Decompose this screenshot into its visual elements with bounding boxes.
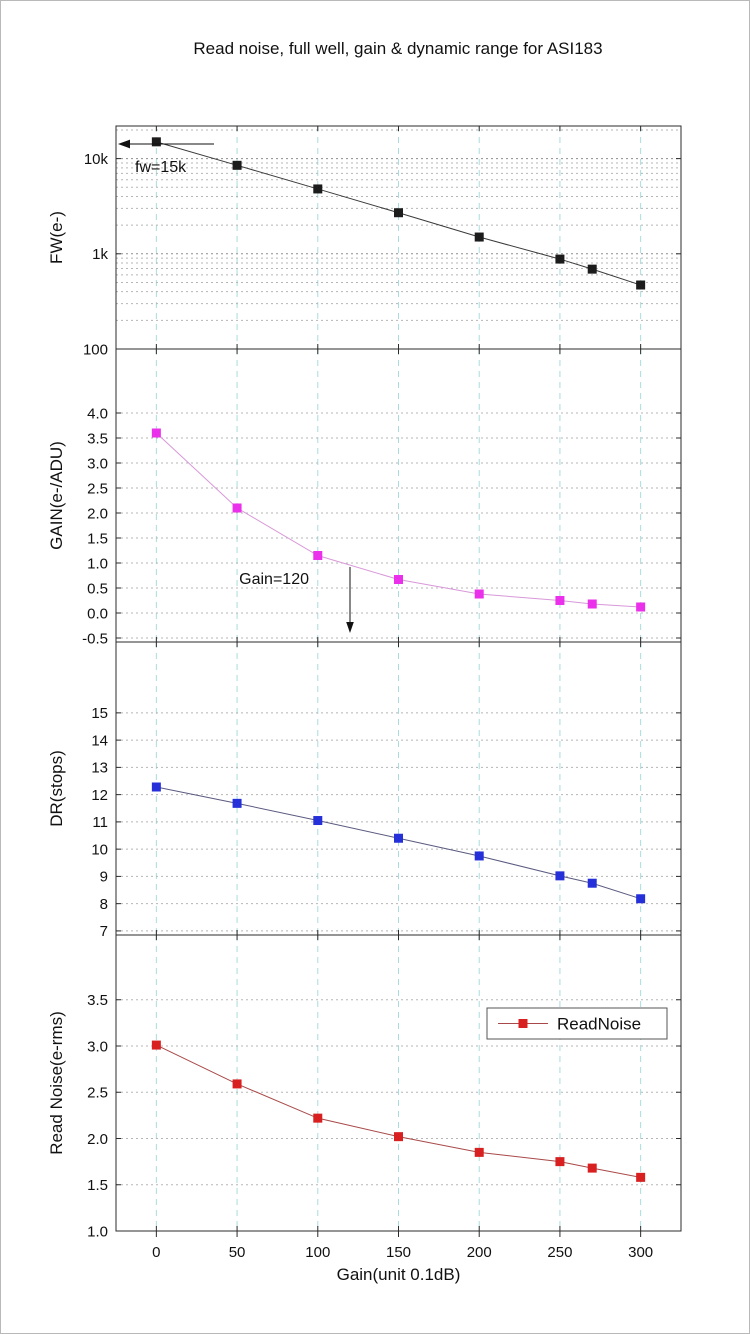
panel-read-noise: 0 50 100 150 200 250 300 1.0 1.5 2.0 2.5 3.0 3.5 Read… [47,934,682,1261]
panel-dynamic-range: 7 8 9 10 11 12 13 14 15 DR(stops) [47,641,682,940]
y-tick-label: 14 [91,732,108,749]
legend-marker [518,1019,528,1028]
legend-label: ReadNoise [557,1014,641,1033]
x-tick-label: 300 [628,1244,653,1261]
read-noise-marker [151,1040,161,1050]
x-tick-label: 250 [547,1244,572,1261]
y-tick-label: 1.5 [87,1177,108,1194]
gain-marker [151,428,161,438]
panel-gain: -0.5 0.0 0.5 1.0 1.5 2.0 2.5 3.0 3.5 4.0 GAIN(e-/A… [47,348,682,647]
full-well-marker [587,264,597,274]
y-tick-label: 10 [91,841,108,858]
full-well-marker [313,184,323,194]
x-tick-label: 0 [152,1244,160,1261]
read-noise-marker [313,1113,323,1123]
dynamic-range-marker [313,816,323,826]
y-tick-label: 1.0 [87,1223,108,1240]
y-tick-label: 1k [92,246,108,263]
y-tick-label: 0.5 [87,580,108,597]
annotation-gain: Gain=120 [239,571,309,588]
read-noise-marker [394,1132,403,1142]
dynamic-range-marker [587,878,597,888]
x-tick-label: 200 [467,1244,492,1261]
y-tick-label: 2.0 [87,1131,108,1148]
gain-marker [474,589,484,599]
y-tick-label: 12 [91,787,108,804]
full-well-marker [636,280,646,290]
y-tick-label: 13 [91,760,108,777]
dynamic-range-line [156,786,641,900]
full-well-marker [474,232,484,242]
gain-marker [394,575,403,584]
dynamic-range-marker [555,871,565,881]
gain-marker [587,599,597,609]
read-noise-marker [555,1157,565,1167]
read-noise-marker [474,1147,484,1157]
y-tick-label: 3.5 [87,992,108,1009]
y-tick-label: 1.0 [87,555,108,572]
dynamic-range-marker [232,798,242,808]
y-tick-label: 0.0 [87,605,108,622]
annotation-arrowhead [118,139,130,149]
y-tick-label: 4.0 [87,405,108,422]
panel-full-well: 100 1k 10k FW(e-) fw=15k [47,125,682,358]
read-noise-marker [232,1079,242,1089]
y-tick-label: 8 [100,896,108,913]
full-well-marker [151,137,161,147]
read-noise-marker [636,1172,646,1182]
y-tick-label: -0.5 [82,630,108,647]
y-tick-label: 3.5 [87,430,108,447]
gain-marker [313,551,323,560]
y-tick-label: 7 [100,923,108,940]
y-tick-label: 2.5 [87,480,108,497]
y-tick-label: 100 [83,341,108,358]
y-tick-label: 1.5 [87,530,108,547]
y-tick-label: 3.0 [87,1038,108,1055]
chart-title: Read noise, full well, gain & dynamic ra… [193,39,603,58]
read-noise-line [156,1044,641,1178]
full-well-marker [555,254,565,264]
y-axis-title: DR(stops) [47,750,66,827]
dynamic-range-marker [394,833,403,843]
y-tick-label: 9 [100,869,108,886]
full-well-line [156,141,641,286]
x-tick-label: 100 [305,1244,330,1261]
y-axis-title: Read Noise(e-rms) [47,1011,66,1155]
dynamic-range-marker [636,894,646,904]
y-axis-title: FW(e-) [47,211,66,264]
y-tick-label: 2.0 [87,505,108,522]
gain-marker [232,503,242,513]
annotation-fw: fw=15k [135,159,187,176]
y-tick-label: 2.5 [87,1085,108,1102]
x-tick-label: 50 [229,1244,246,1261]
y-tick-label: 3.0 [87,455,108,472]
read-noise-marker [587,1163,597,1173]
x-tick-label: 150 [386,1244,411,1261]
y-tick-label: 15 [91,705,108,722]
full-well-marker [394,208,403,218]
y-tick-label: 11 [92,814,108,831]
full-well-marker [232,160,242,170]
dynamic-range-marker [151,782,161,792]
y-tick-label: 10k [84,151,109,168]
x-axis-title: Gain(unit 0.1dB) [337,1265,461,1284]
gain-marker [636,602,646,612]
gain-marker [555,596,565,605]
dynamic-range-marker [474,851,484,861]
gain-line [156,432,641,608]
annotation-arrowhead [346,622,354,633]
y-axis-title: GAIN(e-/ADU) [47,441,66,550]
